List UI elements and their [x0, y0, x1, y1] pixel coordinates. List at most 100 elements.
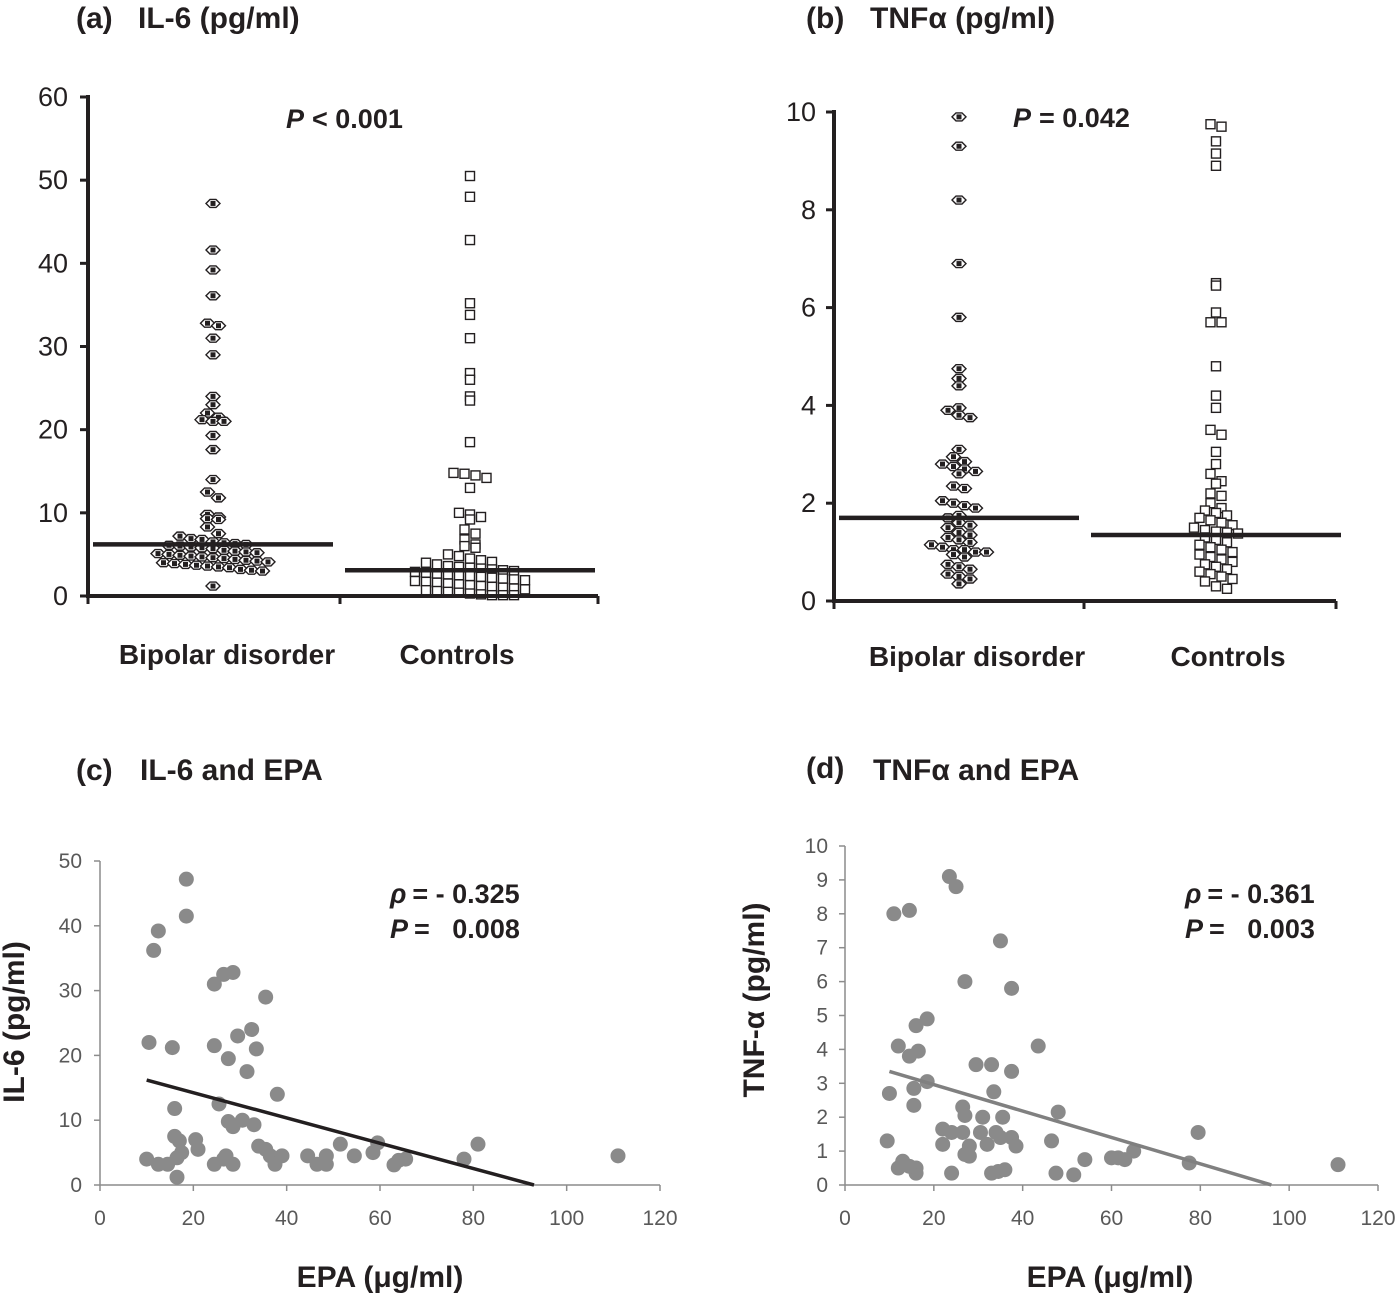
- panel-a-label: (a): [76, 2, 113, 35]
- bipolar-data-point-center: [205, 410, 210, 416]
- control-data-point: [470, 470, 481, 481]
- scatter-point: [984, 1057, 1000, 1073]
- bipolar-data-point-center: [951, 464, 956, 470]
- bipolar-data-point-center: [210, 200, 216, 206]
- bipolar-data-point-center: [177, 552, 183, 558]
- x-tick-label: 80: [1189, 1207, 1212, 1230]
- panel-d-title: TNFα and EPA: [873, 754, 1079, 787]
- y-tick-label: 40: [59, 915, 82, 938]
- control-data-point: [1205, 568, 1216, 580]
- bipolar-data-point-center: [210, 335, 216, 341]
- control-data-point: [1216, 571, 1227, 582]
- y-tick-label: 20: [59, 1044, 82, 1067]
- control-data-point: [1210, 402, 1222, 414]
- scatter-point: [225, 1119, 241, 1135]
- panel-b-p-value: = 0.042: [1039, 103, 1130, 133]
- bipolar-data-point-center: [205, 524, 210, 530]
- control-data-point: [1199, 505, 1211, 516]
- bipolar-data-point-center: [210, 267, 216, 273]
- scatter-point: [267, 1156, 283, 1172]
- scatter-point: [206, 1156, 222, 1172]
- x-tick-label: 60: [1100, 1207, 1123, 1230]
- scatter-point: [225, 1156, 241, 1172]
- control-data-point: [459, 524, 470, 535]
- scatter-point: [1044, 1133, 1060, 1149]
- bipolar-data-point-center: [962, 503, 967, 509]
- panel-d-p-label: P: [1185, 914, 1204, 944]
- bipolar-data-point-center: [199, 417, 205, 423]
- bipolar-data-point-center: [962, 486, 967, 492]
- bipolar-data-point-center: [216, 531, 221, 537]
- scatter-point: [239, 1064, 255, 1080]
- control-data-point: [1205, 488, 1216, 499]
- bipolar-data-point-center: [210, 293, 216, 299]
- y-tick-label: 2: [801, 488, 816, 518]
- bipolar-data-point-center: [956, 537, 962, 543]
- scatter-point: [332, 1136, 348, 1152]
- scatter-point: [169, 1169, 185, 1185]
- panel-b-p-label: P: [1013, 103, 1032, 133]
- panel-c-rho-label: ρ: [389, 879, 406, 909]
- control-data-point: [464, 309, 476, 321]
- y-tick-label: 60: [38, 82, 68, 112]
- scatter-point: [220, 1051, 236, 1067]
- control-data-point: [459, 540, 470, 552]
- bipolar-data-point-center: [956, 383, 962, 389]
- bipolar-data-point-center: [216, 323, 221, 329]
- scatter-point: [456, 1151, 472, 1167]
- bipolar-data-point-center: [194, 562, 199, 568]
- scatter-point: [346, 1148, 362, 1164]
- control-data-point: [1194, 512, 1205, 524]
- bipolar-data-point-center: [205, 563, 210, 569]
- bipolar-data-point-center: [956, 574, 962, 580]
- scatter-point: [944, 1124, 960, 1140]
- bipolar-data-point-center: [940, 461, 945, 467]
- bipolar-data-point-center: [940, 544, 945, 550]
- scatter-point: [258, 989, 274, 1005]
- control-data-point: [464, 570, 476, 582]
- panel-d-y-label: TNF-α (pg/ml): [738, 902, 771, 1097]
- bipolar-data-point-center: [945, 534, 951, 540]
- bipolar-data-point-center: [183, 561, 188, 567]
- bipolar-data-point-center: [956, 512, 962, 518]
- control-data-point: [1216, 517, 1227, 528]
- scatter-point: [178, 871, 194, 887]
- scatter-point: [906, 1080, 922, 1096]
- bipolar-data-point-center: [232, 548, 238, 554]
- control-data-point: [1194, 549, 1205, 560]
- bipolar-data-point-center: [254, 550, 260, 556]
- scatter-point: [995, 1109, 1011, 1125]
- control-data-point: [431, 559, 443, 570]
- y-tick-label: 3: [816, 1072, 828, 1095]
- y-tick-label: 9: [816, 869, 828, 892]
- scatter-point: [957, 1146, 973, 1162]
- bipolar-data-point-center: [967, 539, 973, 545]
- panel-c-p-value: = 0.008: [414, 914, 520, 944]
- bipolar-data-point-center: [249, 567, 254, 573]
- control-data-point: [1216, 121, 1227, 132]
- y-tick-label: 50: [59, 850, 82, 873]
- scatter-point: [141, 1034, 157, 1050]
- scatter-point: [190, 1141, 206, 1157]
- control-data-point: [1221, 583, 1233, 594]
- bipolar-data-point-center: [205, 489, 210, 495]
- bipolar-data-point-center: [210, 418, 216, 424]
- y-tick-label: 8: [816, 903, 828, 926]
- bipolar-data-point-center: [962, 554, 967, 560]
- y-tick-label: 7: [816, 937, 828, 960]
- bipolar-data-point-center: [172, 561, 177, 567]
- control-data-point: [1216, 429, 1227, 440]
- control-data-point: [1210, 280, 1222, 291]
- scatter-point: [146, 942, 162, 958]
- control-data-point: [1210, 361, 1222, 372]
- control-data-point: [464, 298, 476, 309]
- bipolar-data-point-center: [929, 542, 934, 548]
- panel-a-p-label: P: [286, 104, 305, 134]
- bipolar-data-point-center: [951, 483, 956, 489]
- bipolar-data-point-center: [951, 454, 956, 460]
- control-data-point: [464, 588, 476, 599]
- bipolar-data-point-center: [221, 547, 227, 553]
- control-data-point: [448, 467, 459, 479]
- scatter-point: [230, 1028, 246, 1044]
- bipolar-data-point-center: [956, 376, 962, 382]
